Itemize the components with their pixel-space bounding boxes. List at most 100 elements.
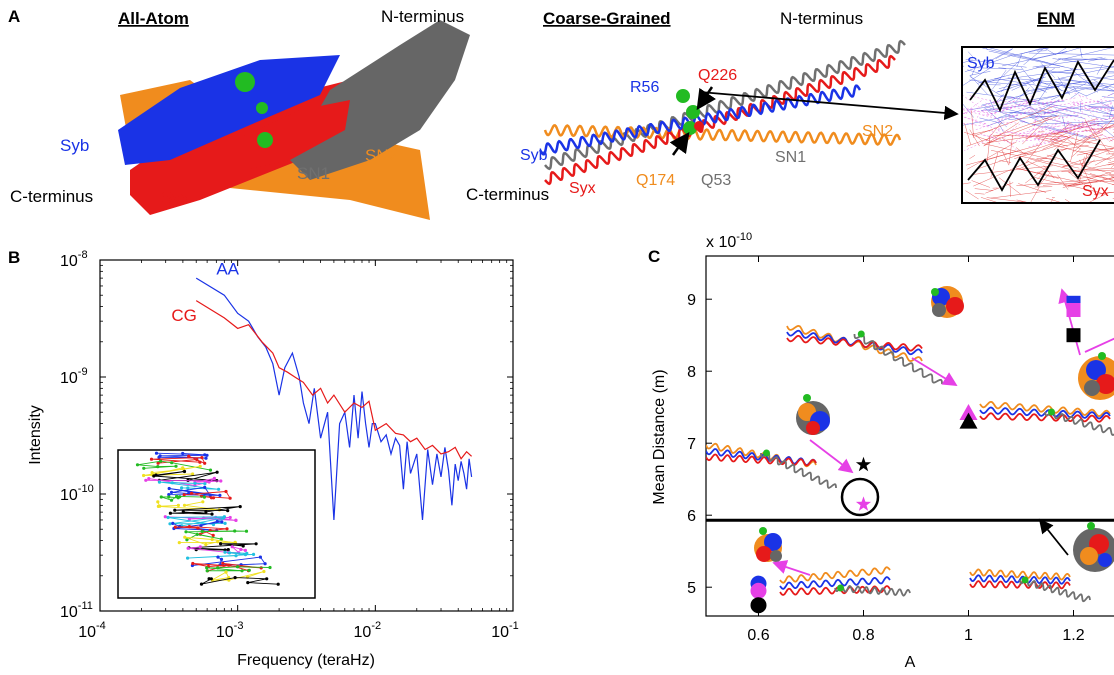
inset-point (234, 554, 238, 558)
sn2-helix (543, 123, 902, 147)
inset-point (191, 472, 195, 476)
cg-title: Coarse-Grained (543, 9, 671, 28)
mini-helix-sn1 (853, 334, 943, 384)
inset-point (235, 565, 240, 569)
inset-point (156, 465, 160, 469)
mini-helix-syb (969, 574, 1071, 585)
inset-point (204, 456, 208, 460)
black-arrow (1038, 518, 1069, 556)
sn1-atoms (290, 20, 470, 180)
plot-frame-c (705, 255, 1114, 617)
inset-point (135, 463, 140, 467)
y-tick-label: 9 (687, 292, 696, 309)
mini-helix-sn1 (1019, 577, 1091, 603)
all-atom-title: All-Atom (118, 9, 189, 28)
inset-point (226, 509, 230, 513)
inset-point (226, 548, 230, 552)
inset-point (195, 532, 199, 537)
inset-point (208, 493, 212, 497)
data-point-star (855, 496, 872, 511)
inset-point (225, 527, 229, 531)
inset-point (216, 555, 220, 559)
inset-point (228, 496, 232, 500)
inset-point (176, 503, 180, 507)
axis-ticks-b: 10-4 10-3 10-2 10-1 10-11 10-10 10-9 10-8 (60, 249, 519, 641)
inset-point (254, 542, 258, 546)
inset-point (276, 582, 280, 586)
inset-point (180, 486, 184, 490)
green-marker (676, 89, 690, 103)
mini-helix-sn2 (779, 566, 891, 584)
x-tick-label: 10-2 (354, 620, 382, 641)
inset-point (222, 515, 226, 519)
structure-icon (1073, 522, 1114, 572)
inset-point (238, 505, 242, 509)
inset-point (240, 569, 244, 573)
green-marker (683, 121, 697, 135)
mini-helix-sn2 (979, 401, 1111, 417)
inset-point (221, 561, 225, 565)
green-marker (257, 132, 273, 148)
c-exponent-power: -10 (736, 231, 752, 243)
data-point-triangle (959, 412, 978, 429)
inset-point (154, 473, 158, 477)
inset-point (147, 477, 151, 481)
data-point-circle (750, 582, 767, 599)
inset-point (219, 537, 223, 541)
inset-point (246, 581, 250, 585)
inset-point (219, 557, 224, 562)
y-tick-label: 7 (687, 436, 696, 453)
inset-point (142, 466, 146, 470)
y-tick-label: 8 (687, 364, 696, 381)
y-tick-label: 6 (687, 508, 696, 525)
series-label-aa: AA (216, 260, 239, 279)
inset-point (173, 525, 177, 529)
b-xlabel: Frequency (teraHz) (237, 652, 375, 669)
inset-point (185, 538, 189, 542)
inset-point (168, 522, 172, 526)
cg-c-terminus: C-terminus (466, 185, 549, 204)
inset-point (159, 459, 163, 463)
inset-point (154, 451, 159, 455)
x-tick-label: 1.2 (1062, 627, 1084, 644)
panel-c: C x 10-10 0.6 0.8 1 1.2 5 6 7 8 9 (648, 231, 1114, 671)
inset-point (156, 461, 160, 465)
inset-point (203, 461, 207, 465)
aa-syb-label: Syb (60, 136, 89, 155)
inset-point (198, 545, 202, 549)
inset-point (150, 471, 154, 475)
enm-network (962, 47, 1114, 203)
inset-point (159, 495, 163, 499)
inset-point (244, 529, 249, 533)
inset-point (182, 503, 187, 507)
inset-point (183, 535, 187, 539)
x-tick-label: 0.8 (852, 627, 874, 644)
cg-syb-label: Syb (520, 147, 548, 164)
enm-backbone (969, 59, 1114, 113)
enm-arrow (699, 91, 959, 121)
inset-point (243, 553, 248, 557)
data-point-star (855, 456, 872, 472)
series-line-aa (195, 277, 473, 521)
inset-point (173, 508, 177, 512)
inset-point (208, 468, 213, 472)
inset-point (227, 551, 232, 555)
inset-point (252, 552, 256, 557)
magenta-arrow (772, 560, 811, 576)
inset-point (168, 511, 172, 515)
inset-point (193, 481, 197, 485)
data-point-triangle (959, 403, 978, 420)
mini-helix-sn1 (834, 584, 911, 597)
inset-point (234, 518, 238, 522)
aa-sn2-label: SN2 (365, 146, 398, 165)
inset-point (215, 519, 219, 523)
q226-arrow (696, 86, 717, 111)
magenta-arrow (1084, 337, 1114, 353)
inset-point (258, 555, 262, 559)
panel-b-letter: B (8, 248, 20, 267)
inset-point (144, 478, 148, 482)
panel-c-letter: C (648, 247, 660, 266)
inset-point (218, 493, 222, 497)
y-tick-label: 10-11 (60, 600, 93, 621)
inset-point (220, 520, 224, 524)
